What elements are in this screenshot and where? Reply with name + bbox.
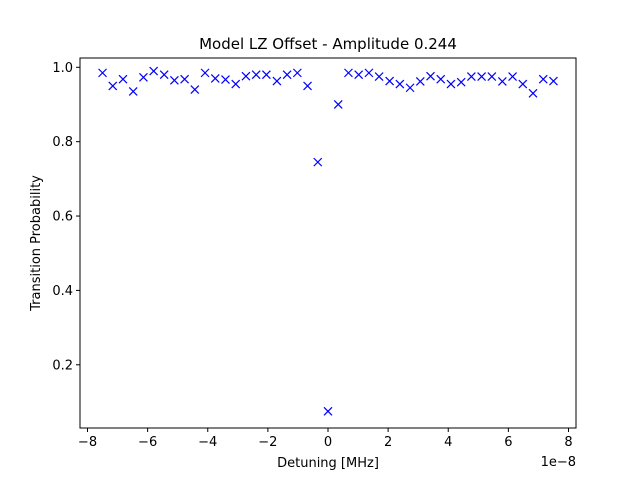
plot-frame — [79, 57, 577, 429]
data-point — [241, 71, 251, 81]
data-point — [139, 72, 148, 82]
data-point — [210, 74, 220, 83]
x-axis-offset-label: 1e−8 — [541, 455, 576, 470]
data-point — [446, 79, 456, 89]
data-point — [344, 68, 353, 78]
x-tick-label: −4 — [198, 435, 217, 450]
data-point — [518, 79, 528, 89]
data-point — [395, 79, 405, 89]
data-point — [282, 70, 292, 80]
data-point — [415, 77, 425, 86]
data-point — [118, 74, 128, 84]
data-points — [98, 66, 558, 416]
data-point — [180, 74, 190, 84]
data-point — [108, 81, 118, 91]
x-tick-label: 2 — [384, 435, 392, 450]
x-tick-label: −8 — [78, 435, 97, 450]
data-point — [477, 72, 487, 82]
data-point — [169, 75, 179, 85]
data-point — [251, 70, 261, 80]
data-point — [487, 72, 497, 82]
data-point — [200, 68, 210, 78]
data-point — [508, 72, 517, 82]
x-tick-label: 0 — [324, 435, 332, 450]
data-point — [426, 71, 435, 81]
x-tick-label: −2 — [258, 435, 277, 450]
data-point — [456, 77, 466, 87]
x-tick-label: 4 — [444, 435, 452, 450]
y-axis-label: Transition Probability — [29, 175, 44, 312]
data-point — [292, 68, 302, 78]
x-tick-label: −6 — [138, 435, 157, 450]
data-point — [364, 68, 374, 78]
data-point — [323, 406, 333, 416]
data-point — [436, 74, 446, 84]
data-point — [405, 83, 415, 93]
data-point — [261, 70, 271, 80]
x-axis-ticks: −8 −6 −4 −2 0 2 4 6 8 — [78, 428, 573, 450]
data-point — [272, 76, 282, 86]
data-point — [128, 87, 138, 96]
data-point — [385, 76, 395, 86]
data-point — [497, 77, 507, 86]
data-point — [231, 79, 241, 89]
data-point — [466, 72, 476, 82]
x-axis-label: Detuning [MHz] — [277, 456, 379, 471]
data-point — [354, 70, 364, 80]
y-tick-label: 0.8 — [52, 135, 73, 150]
y-tick-label: 0.4 — [52, 284, 73, 299]
data-point — [303, 81, 312, 91]
y-tick-label: 1.0 — [52, 61, 73, 76]
data-point — [98, 68, 107, 78]
chart-title: Model LZ Offset - Amplitude 0.244 — [199, 35, 457, 53]
data-point — [528, 88, 538, 98]
data-point — [221, 75, 230, 84]
data-point — [159, 70, 169, 80]
data-point — [549, 76, 558, 86]
y-tick-label: 0.6 — [52, 210, 73, 225]
data-point — [538, 74, 548, 84]
data-point — [313, 157, 323, 167]
y-tick-label: 0.2 — [52, 358, 73, 373]
data-point — [333, 100, 343, 109]
data-point — [149, 66, 159, 76]
x-tick-label: 6 — [504, 435, 512, 450]
y-axis-ticks: 0.2 0.4 0.6 0.8 1.0 — [52, 61, 80, 373]
x-tick-label: 8 — [564, 435, 572, 450]
data-point — [374, 72, 384, 82]
data-point — [190, 85, 200, 95]
